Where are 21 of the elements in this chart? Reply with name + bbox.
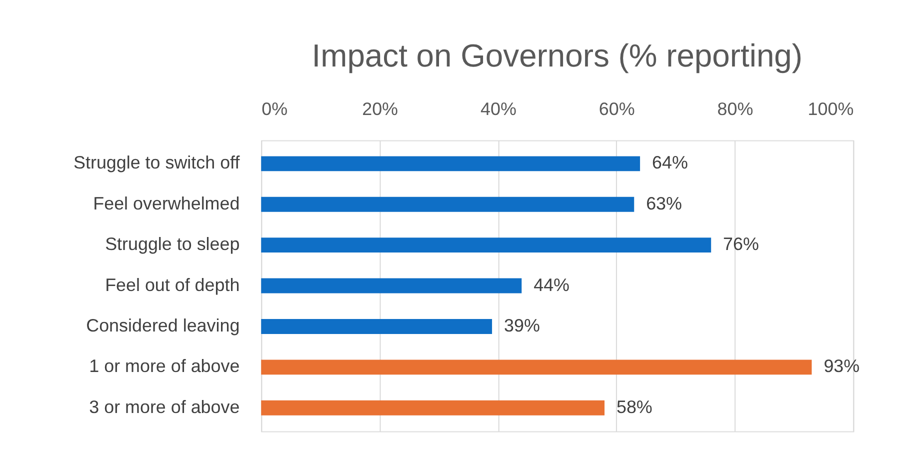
y-tick-label: 1 or more of above — [89, 356, 240, 376]
data-label: 64% — [652, 152, 688, 173]
y-tick-label: Feel out of depth — [105, 274, 240, 295]
x-tick-label: 40% — [480, 98, 516, 119]
x-tick-label: 0% — [262, 98, 288, 119]
y-tick-label: Feel overwhelmed — [93, 193, 240, 214]
chart-title: Impact on Governors (% reporting) — [312, 38, 803, 74]
x-tick-label: 20% — [362, 98, 398, 119]
y-tick-label: Struggle to sleep — [105, 234, 240, 254]
data-label: 93% — [824, 356, 860, 376]
x-tick-label: 60% — [598, 98, 635, 119]
y-tick-label: 3 or more of above — [89, 396, 240, 417]
data-label: 44% — [534, 274, 570, 295]
data-label: 76% — [723, 234, 759, 254]
data-label: 58% — [616, 396, 652, 417]
x-tick-label: 100% — [808, 98, 854, 119]
y-tick-label: Struggle to switch off — [74, 152, 241, 173]
data-label: 63% — [646, 193, 682, 214]
y-tick-label: Considered leaving — [86, 315, 240, 336]
data-label: 39% — [504, 315, 540, 336]
x-tick-label: 80% — [717, 98, 754, 119]
